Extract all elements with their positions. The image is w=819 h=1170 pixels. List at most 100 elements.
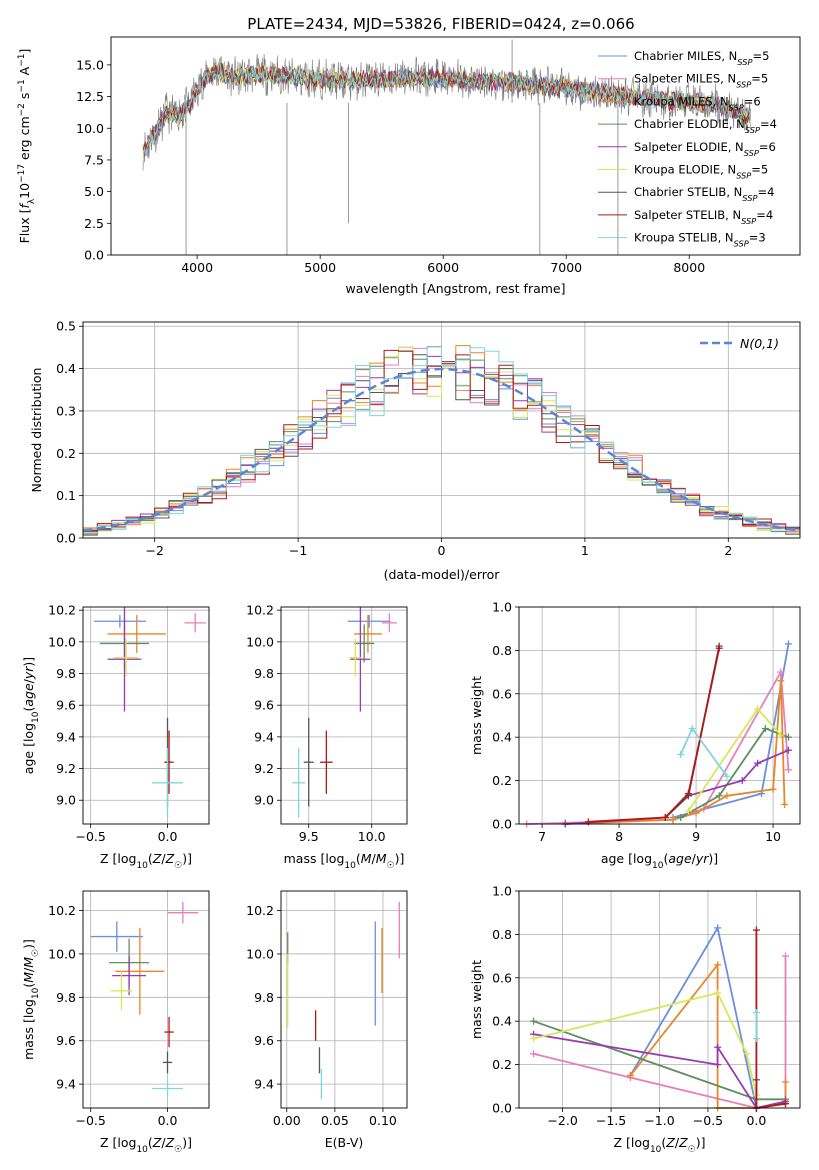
- panel-ylabel: mass weight: [469, 960, 484, 1039]
- panel-ylabel: age [log10(age/yr)]: [21, 657, 41, 774]
- y-tick-label: 9.2: [254, 761, 274, 776]
- residuals-xlabel: (data-model)/error: [384, 567, 501, 582]
- y-tick-label: 0.4: [492, 1014, 512, 1029]
- y-tick-label: 0.8: [492, 643, 512, 658]
- legend-label: Salpeter STELIB, NSSP=4: [634, 208, 773, 226]
- weight-line: [565, 749, 789, 825]
- y-tick-label: 0.2: [492, 1057, 512, 1072]
- weight-line: [679, 726, 728, 777]
- y-tick-label: 9.6: [254, 698, 274, 713]
- legend-label: Salpeter ELODIE, NSSP=6: [634, 140, 776, 158]
- spectrum-xlabel: wavelength [Angstrom, rest frame]: [345, 281, 565, 296]
- y-tick-label: 9.8: [56, 990, 76, 1005]
- plots-group: 4000 5000 6000 7000 80000.02.55.07.510.012.5…: [17, 36, 801, 1155]
- y-tick-label: 9.4: [254, 1077, 274, 1092]
- axes-spectrum: 4000 5000 6000 7000 8000 0.0 2.5 5.0 7.5 10.0 12.5…: [17, 36, 801, 296]
- axes-frame: [82, 890, 210, 1109]
- spectrum-model-line: [142, 60, 751, 156]
- legend-label: Kroupa MILES, NSSP=6: [634, 94, 761, 112]
- x-tick-label: 7: [538, 829, 546, 844]
- axes-age_vs_Z: −0.5 0.0 9.0 9.2 9.4 9.6 9.8 10.0 10.2 Z [log10(Z…: [21, 603, 210, 871]
- legend-label: Chabrier STELIB, NSSP=4: [634, 185, 774, 203]
- y-tick-label: 0.3: [56, 403, 76, 418]
- panel-xlabel: Z [log10(Z/Z☉)]: [100, 851, 192, 871]
- x-tick-label: 6000: [427, 260, 459, 275]
- x-tick-label: −2.0: [547, 1113, 577, 1128]
- x-tick-label: 8000: [673, 260, 705, 275]
- x-tick-label: 0.0: [158, 1113, 178, 1128]
- y-tick-label: 5.0: [84, 184, 104, 199]
- legend-label: Salpeter MILES, NSSP=5: [634, 72, 768, 90]
- y-tick-label: 0.4: [56, 361, 76, 376]
- y-tick-label: 10.2: [246, 903, 274, 918]
- x-tick-label: 0: [438, 543, 446, 558]
- x-tick-label: −0.5: [693, 1113, 723, 1128]
- x-tick-label: −1.0: [644, 1113, 674, 1128]
- x-tick-label: 0.05: [321, 1113, 349, 1128]
- y-tick-label: 0.0: [492, 817, 512, 832]
- y-tick-label: 9.4: [254, 729, 274, 744]
- y-tick-label: 0.0: [492, 1101, 512, 1116]
- weight-line: [526, 669, 790, 825]
- y-tick-label: 0.5: [56, 319, 76, 334]
- x-tick-label: 7000: [550, 260, 582, 275]
- axes-age_vs_mass: 9.5 10.0 9.0 9.2 9.4 9.6 9.8 10.0 10.2 mass [log1…: [246, 603, 408, 871]
- y-tick-label: 9.0: [254, 793, 274, 808]
- panel-xlabel: age [log10(age/yr)]: [601, 851, 718, 871]
- legend-label: Kroupa ELODIE, NSSP=5: [634, 163, 768, 181]
- y-tick-label: 0.8: [492, 927, 512, 942]
- y-tick-label: 10.2: [48, 603, 76, 618]
- y-tick-label: 0.0: [84, 248, 104, 263]
- legend-label: N(0,1): [740, 336, 779, 351]
- y-tick-label: 9.8: [56, 666, 76, 681]
- y-tick-label: 0.2: [56, 446, 76, 461]
- y-tick-label: 7.5: [84, 152, 104, 167]
- x-tick-label: 9: [692, 829, 700, 844]
- axes-mass_vs_Z: −0.5 0.0 9.4 9.6 9.8 10.0 10.2 Z [log10(Z/Z☉)] m…: [21, 890, 210, 1155]
- y-tick-label: 9.4: [56, 1077, 76, 1092]
- x-tick-label: −2: [145, 543, 163, 558]
- legend-label: Kroupa STELIB, NSSP=3: [634, 231, 766, 249]
- weight-line: [680, 727, 789, 819]
- y-tick-label: 9.0: [56, 793, 76, 808]
- panel-ylabel: mass weight: [469, 676, 484, 755]
- y-tick-label: 9.8: [254, 990, 274, 1005]
- y-tick-label: 10.0: [246, 946, 274, 961]
- y-tick-label: 0.6: [492, 686, 512, 701]
- x-tick-label: −1.5: [596, 1113, 626, 1128]
- y-tick-label: 0.2: [492, 773, 512, 788]
- spectrum-ylabel: Flux [fλ10−17 erg cm−2 s−1 A−1]: [17, 49, 37, 244]
- legend-label: Chabrier MILES, NSSP=5: [634, 49, 769, 67]
- y-tick-label: 2.5: [84, 216, 104, 231]
- axes-weight_vs_age: 7 8 9 10 0.0 0.2 0.4 0.6 0.8 1.0 age [log10(age/yr…: [469, 600, 801, 871]
- y-tick-label: 12.5: [76, 89, 104, 104]
- x-tick-label: 9.5: [299, 829, 319, 844]
- x-tick-label: 2: [724, 543, 732, 558]
- weight-line: [565, 680, 786, 825]
- x-tick-label: 0.0: [746, 1113, 766, 1128]
- panel-xlabel: Z [log10(Z/Z☉)]: [613, 1135, 705, 1155]
- y-tick-label: 9.6: [56, 1033, 76, 1048]
- panel-xlabel: E(B-V): [325, 1135, 364, 1150]
- x-tick-label: 10.0: [358, 829, 386, 844]
- y-tick-label: 10.0: [48, 634, 76, 649]
- x-tick-label: 5000: [304, 260, 336, 275]
- spectrum-legend: Chabrier MILES, NSSP=5 Salpeter MILES, NS…: [598, 49, 777, 249]
- weight-line: [755, 930, 786, 1110]
- x-tick-label: 8: [615, 829, 623, 844]
- x-tick-label: 0.10: [369, 1113, 397, 1128]
- x-tick-label: 10: [765, 829, 781, 844]
- axes-frame: [518, 606, 801, 825]
- y-tick-label: 0.0: [56, 531, 76, 546]
- axes-frame: [82, 321, 801, 539]
- y-tick-label: 10.0: [76, 121, 104, 136]
- y-tick-label: 15.0: [76, 57, 104, 72]
- y-tick-label: 9.4: [56, 729, 76, 744]
- axes-frame: [280, 890, 408, 1109]
- y-tick-label: 1.0: [492, 884, 512, 899]
- y-tick-label: 9.2: [56, 761, 76, 776]
- y-tick-label: 0.1: [56, 488, 76, 503]
- spectrum-model-line: [142, 62, 751, 152]
- histograms: [83, 345, 800, 538]
